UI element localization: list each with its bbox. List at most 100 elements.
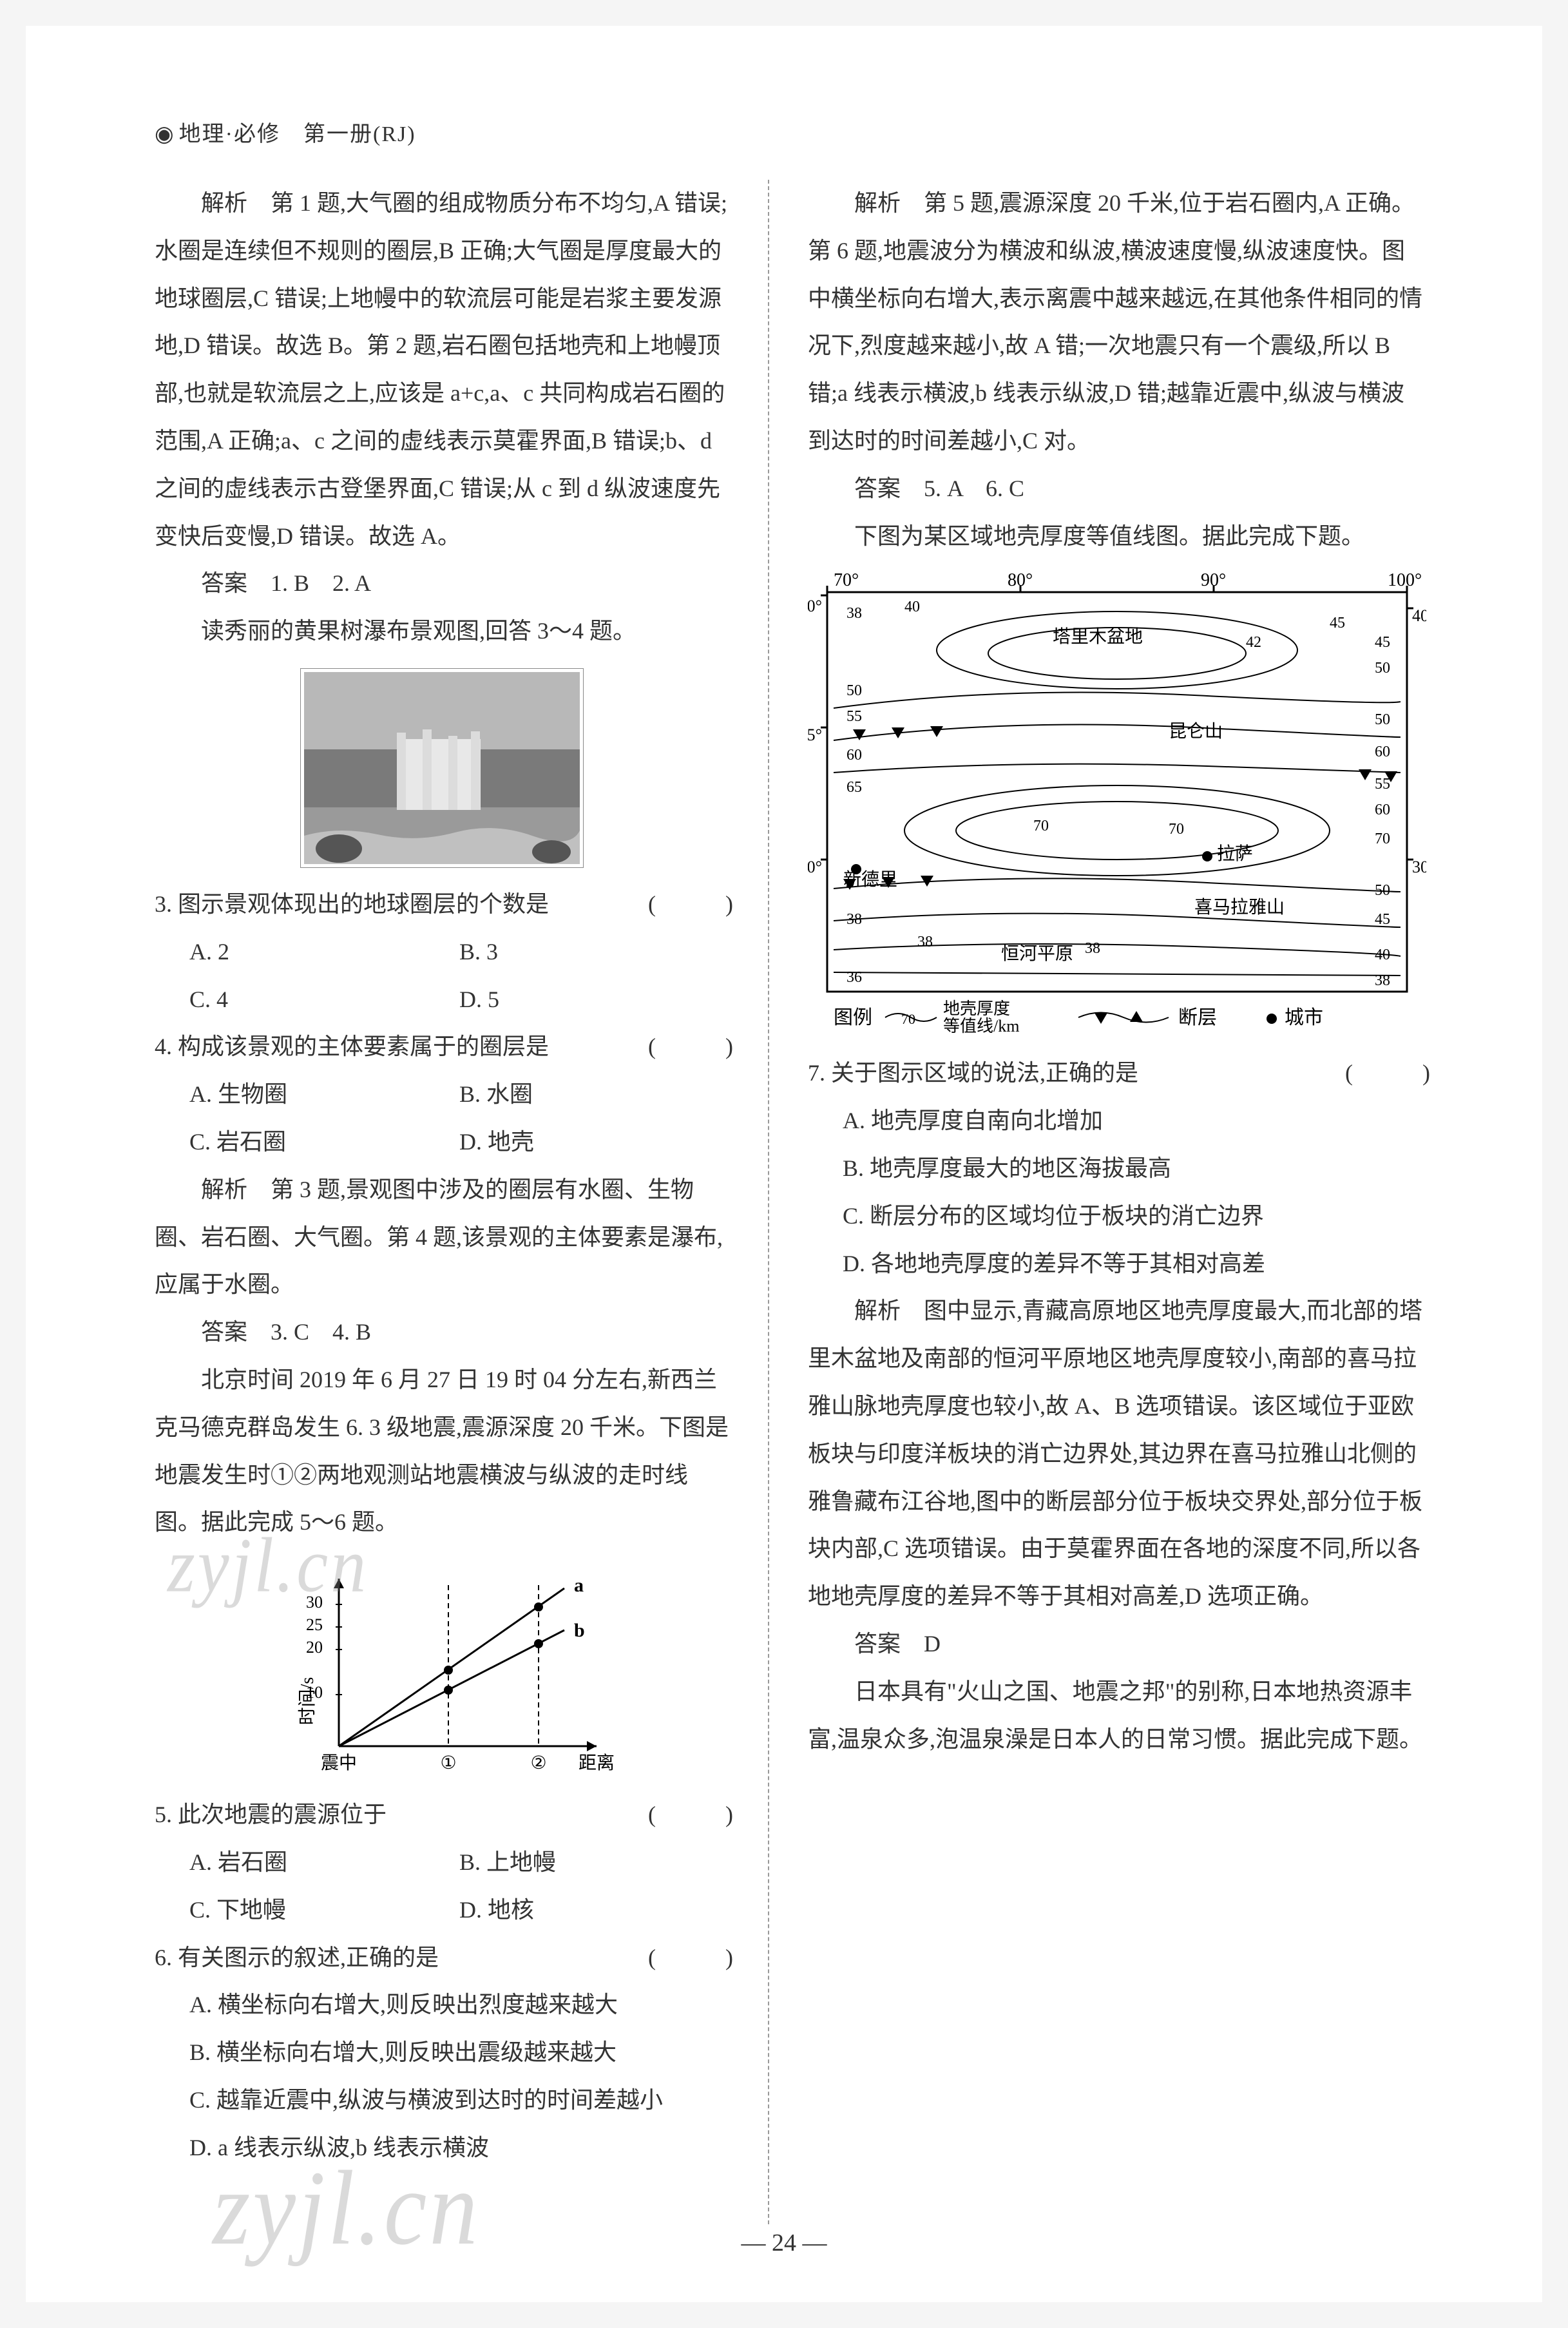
svg-text:50: 50 [1375, 882, 1390, 899]
q5-text: 5. 此次地震的震源位于 [155, 1791, 648, 1839]
svg-text:昆仑山: 昆仑山 [1169, 721, 1223, 742]
q6-options: A. 横坐标向右增大,则反映出烈度越来越大 B. 横坐标向右增大,则反映出震级越… [155, 1981, 729, 2171]
paren: ( ) [648, 1791, 729, 1839]
svg-text:①: ① [440, 1753, 456, 1773]
answer-label: 答案 [201, 570, 247, 596]
svg-text:20: 20 [306, 1638, 323, 1657]
answer-label: 答案 [854, 476, 901, 501]
svg-text:30: 30 [306, 1593, 323, 1611]
svg-text:城市: 城市 [1285, 1007, 1323, 1028]
q3-text: 3. 图示景观体现出的地球圈层的个数是 [155, 881, 648, 928]
answer-3-4: 答案 3. C 4. B [155, 1309, 729, 1356]
page-header: 地理·必修 第一册(RJ) [155, 116, 1426, 148]
q4-opt-a: A. 生物圈 [189, 1071, 459, 1119]
paren: ( ) [1345, 1050, 1426, 1097]
svg-text:35°: 35° [808, 726, 822, 744]
svg-text:45: 45 [1375, 634, 1390, 651]
right-column: 解析 第 5 题,震源深度 20 千米,位于岩石圈内,A 正确。第 6 题,地震… [808, 180, 1426, 2224]
page: 地理·必修 第一册(RJ) 解析 第 1 题,大气圈的组成物质分布不均匀,A 错… [26, 26, 1542, 2302]
svg-text:40°: 40° [808, 597, 822, 615]
svg-text:25: 25 [306, 1615, 323, 1634]
legend-title: 图例 [834, 1007, 872, 1028]
svg-text:地壳厚度: 地壳厚度 [943, 999, 1010, 1018]
explain-label: 解析 [854, 1298, 901, 1323]
waterfall-figure [155, 668, 729, 868]
svg-text:b: b [574, 1620, 585, 1641]
question-3: 3. 图示景观体现出的地球圈层的个数是 ( ) [155, 881, 729, 928]
answer-text: 3. C 4. B [271, 1319, 371, 1345]
svg-text:65: 65 [846, 779, 862, 796]
question-5: 5. 此次地震的震源位于 ( ) [155, 1791, 729, 1839]
left-column: 解析 第 1 题,大气圈的组成物质分布不均匀,A 错误;水圈是连续但不规则的圈层… [155, 180, 729, 2224]
svg-text:塔里木盆地: 塔里木盆地 [1053, 626, 1143, 647]
svg-text:50: 50 [1375, 711, 1390, 728]
q7-opt-d: D. 各地地壳厚度的差异不等于其相对高差 [843, 1240, 1426, 1288]
svg-text:断层: 断层 [1178, 1007, 1217, 1028]
svg-text:40: 40 [904, 599, 920, 615]
q4-opt-b: B. 水圈 [459, 1071, 729, 1119]
explain-text: 第 5 题,震源深度 20 千米,位于岩石圈内,A 正确。第 6 题,地震波分为… [808, 190, 1422, 454]
svg-text:45: 45 [1330, 615, 1345, 631]
svg-text:60: 60 [1375, 802, 1390, 818]
svg-text:30°: 30° [1412, 858, 1426, 876]
svg-text:喜马拉雅山: 喜马拉雅山 [1194, 897, 1285, 918]
q5-opt-d: D. 地核 [459, 1887, 729, 1934]
svg-text:70: 70 [901, 1011, 915, 1027]
q5-options: A. 岩石圈 B. 上地幔 C. 下地幔 D. 地核 [155, 1839, 729, 1934]
svg-text:38: 38 [917, 934, 933, 950]
svg-text:38: 38 [1375, 972, 1390, 989]
svg-text:36: 36 [846, 969, 862, 986]
stem-3-4: 读秀丽的黄果树瀑布景观图,回答 3～4 题。 [155, 608, 729, 655]
answer-text: 5. A 6. C [924, 476, 1024, 501]
crust-map: 70° 80° 90° 100° 40° 35° 30° 40° 30° [808, 573, 1426, 1037]
q3-opt-c: C. 4 [189, 976, 459, 1024]
stem-7: 下图为某区域地壳厚度等值线图。据此完成下题。 [808, 513, 1426, 561]
q6-opt-b: B. 横坐标向右增大,则反映出震级越来越大 [189, 2029, 729, 2077]
q5-opt-b: B. 上地幔 [459, 1839, 729, 1887]
column-divider [768, 180, 769, 2224]
q4-options: A. 生物圈 B. 水圈 C. 岩石圈 D. 地壳 [155, 1071, 729, 1166]
q7-opt-b: B. 地壳厚度最大的地区海拔最高 [843, 1145, 1426, 1193]
q3-options: A. 2 B. 3 C. 4 D. 5 [155, 928, 729, 1024]
answer-text: 1. B 2. A [271, 570, 371, 596]
q6-opt-a: A. 横坐标向右增大,则反映出烈度越来越大 [189, 1981, 729, 2029]
q6-text: 6. 有关图示的叙述,正确的是 [155, 1934, 648, 1982]
wave-chart: 时间/s 10 20 25 30 a [155, 1559, 729, 1778]
svg-text:②: ② [530, 1753, 546, 1773]
q5-opt-c: C. 下地幔 [189, 1887, 459, 1934]
svg-text:距离: 距离 [578, 1753, 615, 1773]
q7-opt-a: A. 地壳厚度自南向北增加 [843, 1097, 1426, 1145]
svg-text:38: 38 [846, 911, 862, 928]
explain-3-4: 解析 第 3 题,景观图中涉及的圈层有水圈、生物圈、岩石圈、大气圈。第 4 题,… [155, 1166, 729, 1309]
svg-text:38: 38 [1085, 940, 1100, 957]
svg-text:80°: 80° [1008, 573, 1033, 590]
explain-label: 解析 [854, 190, 901, 216]
q3-opt-d: D. 5 [459, 976, 729, 1024]
answer-7: 答案 D [808, 1621, 1426, 1668]
answer-5-6: 答案 5. A 6. C [808, 465, 1426, 513]
answer-text: D [924, 1631, 941, 1657]
explain-text: 第 1 题,大气圈的组成物质分布不均匀,A 错误;水圈是连续但不规则的圈层,B … [155, 190, 727, 549]
answer-1-2: 答案 1. B 2. A [155, 560, 729, 608]
waterfall-image [300, 668, 584, 868]
stem-8: 日本具有"火山之国、地震之邦"的别称,日本地热资源丰富,温泉众多,泡温泉澡是日本… [808, 1668, 1426, 1764]
svg-text:60: 60 [846, 747, 862, 764]
explain-5-6: 解析 第 5 题,震源深度 20 千米,位于岩石圈内,A 正确。第 6 题,地震… [808, 180, 1426, 465]
q4-opt-d: D. 地壳 [459, 1119, 729, 1166]
question-7: 7. 关于图示区域的说法,正确的是 ( ) [808, 1050, 1426, 1097]
svg-text:a: a [574, 1575, 584, 1596]
svg-text:70: 70 [1033, 818, 1049, 834]
svg-text:70: 70 [1375, 831, 1390, 847]
paren: ( ) [648, 1934, 729, 1982]
question-4: 4. 构成该景观的主体要素属于的圈层是 ( ) [155, 1023, 729, 1071]
explain-label: 解析 [201, 1177, 247, 1202]
crust-map-svg: 70° 80° 90° 100° 40° 35° 30° 40° 30° [808, 573, 1426, 1037]
svg-text:50: 50 [846, 682, 862, 699]
svg-text:55: 55 [1375, 776, 1390, 793]
svg-text:70: 70 [1169, 821, 1184, 838]
svg-text:10: 10 [306, 1683, 323, 1702]
explain-label: 解析 [201, 190, 247, 216]
answer-label: 答案 [854, 1631, 901, 1657]
explain-1-2: 解析 第 1 题,大气圈的组成物质分布不均匀,A 错误;水圈是连续但不规则的圈层… [155, 180, 729, 560]
svg-text:90°: 90° [1201, 573, 1226, 590]
